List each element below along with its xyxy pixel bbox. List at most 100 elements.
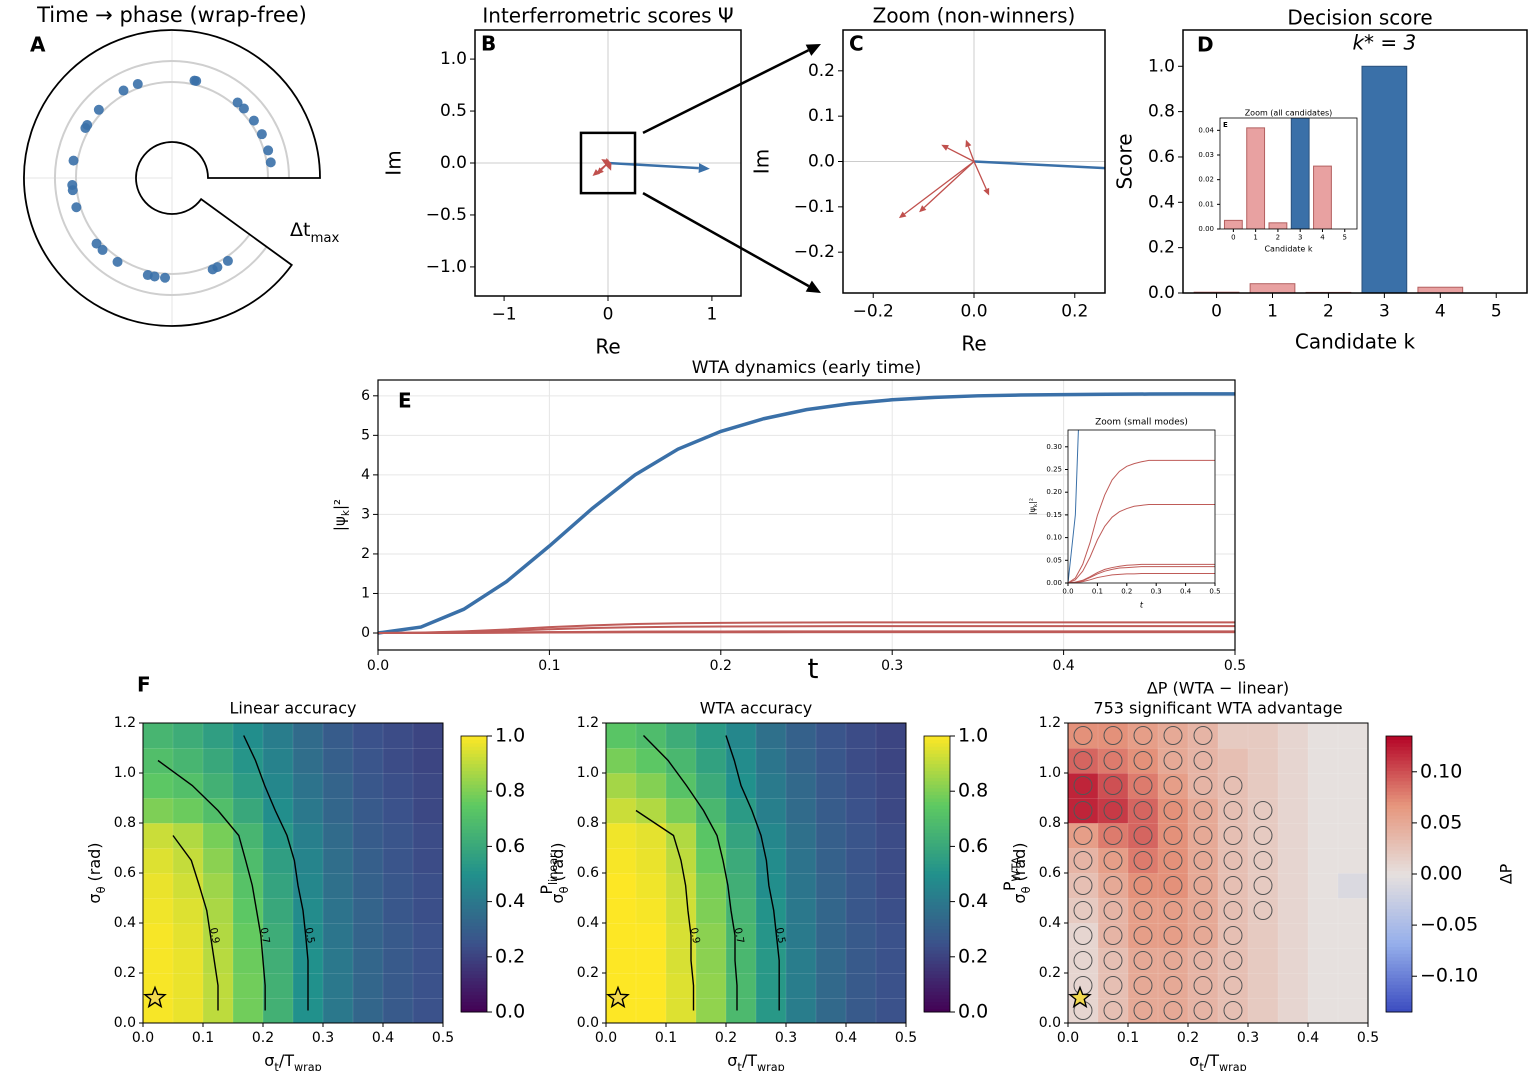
colorbar-step (461, 846, 487, 851)
heatmap-cell (845, 822, 877, 849)
colorbar-step (1386, 870, 1412, 875)
bar (1313, 165, 1332, 229)
bar (1223, 219, 1243, 229)
x-tick-label: 2 (1323, 302, 1334, 322)
y-tick-label: 5 (361, 427, 370, 443)
colorbar-step (924, 974, 950, 978)
heatmap-cell (352, 897, 384, 924)
heatmap-cell (725, 847, 757, 874)
colorbar-step (1386, 1001, 1412, 1006)
heatmap-cell (635, 947, 667, 974)
colorbar-step (1386, 908, 1412, 913)
axes-frame (605, 722, 907, 1024)
colorbar-step (924, 970, 950, 975)
y-tick-label: 0.00 (1198, 225, 1214, 233)
y-tick-label: 1.0 (114, 765, 136, 781)
colorbar-step (461, 808, 487, 813)
text-part: (rad) (1010, 842, 1029, 886)
y-tick-label: 0 (361, 625, 370, 641)
colorbar-step (461, 818, 487, 823)
star-marker (606, 985, 630, 1009)
text-part: /T (1204, 1051, 1219, 1070)
colorbar-step (461, 763, 487, 768)
colorbar-step (924, 915, 950, 920)
x-tick-label: 0.0 (1062, 588, 1073, 596)
colorbar-step (461, 898, 487, 903)
colorbar-step (924, 760, 950, 765)
significance-marker (1223, 901, 1243, 920)
heatmap-cell (1247, 972, 1279, 999)
colorbar-step (461, 984, 487, 989)
y-tick-label: 0.2 (114, 965, 136, 981)
colorbar-step (1386, 829, 1412, 834)
heatmap-cell (815, 922, 847, 949)
heatmap-cell (172, 797, 204, 824)
colorbar-step (924, 908, 950, 913)
arrow-head (983, 187, 990, 196)
colorbar-step (1386, 773, 1412, 778)
colorbar-step (1386, 767, 1412, 771)
axes-frame (842, 29, 1106, 294)
heatmap-cell (232, 997, 264, 1024)
colorbar-step (1386, 856, 1412, 861)
significance-marker (1163, 751, 1183, 770)
colorbar-step (924, 753, 950, 758)
heatmap-cell (755, 997, 787, 1024)
heatmap-cell (382, 872, 414, 899)
heatmap-cell (635, 922, 667, 949)
chart-subtitle: 753 significant WTA advantage (1093, 699, 1342, 718)
significance-marker (1223, 976, 1243, 995)
significance-marker (1163, 776, 1183, 795)
heatmap-cell (292, 722, 324, 749)
colorbar-step (461, 967, 487, 972)
colorbar-step (924, 856, 950, 861)
heatmap-cell (322, 897, 354, 924)
y-tick-label: −1.0 (426, 257, 467, 277)
y-tick-label: 0.4 (1148, 192, 1175, 212)
bar (1268, 222, 1288, 229)
heatmap-cell (292, 847, 324, 874)
y-tick-label: 0.30 (1046, 443, 1062, 451)
x-tick-label: 0.4 (835, 1030, 857, 1046)
heatmap-cell (1247, 922, 1279, 949)
colorbar-step (924, 808, 950, 813)
heatmap-cell (1307, 772, 1339, 799)
colorbar-step (461, 829, 487, 834)
heatmap-cell (412, 997, 444, 1024)
heatmap-cell (635, 797, 667, 824)
significance-marker (1163, 1001, 1183, 1020)
heatmap-cell (815, 722, 847, 749)
heatmap-cell (1277, 897, 1309, 924)
colorbar-step (924, 905, 950, 909)
heatmap-cell (382, 797, 414, 824)
heatmap-cell (352, 922, 384, 949)
x-tick-label: 0.5 (432, 1030, 454, 1046)
heatmap-cell (292, 822, 324, 849)
heatmap-cell (605, 847, 637, 874)
axes-frame (1182, 29, 1528, 294)
heatmap-cell (1277, 722, 1309, 749)
y-tick-label: 0.02 (1198, 176, 1214, 184)
heatmap-cell (352, 797, 384, 824)
y-tick-label: 0.1 (808, 106, 835, 126)
x-tick-label: 0.4 (1297, 1030, 1319, 1046)
heatmap-cell (665, 822, 697, 849)
heatmap-cell (635, 972, 667, 999)
text-part: WTA (1010, 856, 1023, 881)
colorbar-step (924, 749, 950, 754)
y-tick-label: 0.05 (1046, 556, 1062, 564)
y-tick-label: 0.4 (114, 915, 136, 931)
colorbar-step (924, 929, 950, 934)
heatmap-cell (1247, 947, 1279, 974)
heatmap-cell (1337, 997, 1369, 1024)
colorbar-step (461, 822, 487, 827)
colorbar-step (1386, 760, 1412, 765)
heatmap-cell (695, 947, 727, 974)
y-tick-label: 0.0 (1148, 283, 1175, 303)
inset-plot (1068, 430, 1215, 583)
x-axis-label: Re (961, 332, 986, 356)
heatmap-cell (1337, 897, 1369, 924)
heatmap-cell (815, 972, 847, 999)
heatmap-cell (665, 897, 697, 924)
significance-marker (1103, 776, 1123, 795)
